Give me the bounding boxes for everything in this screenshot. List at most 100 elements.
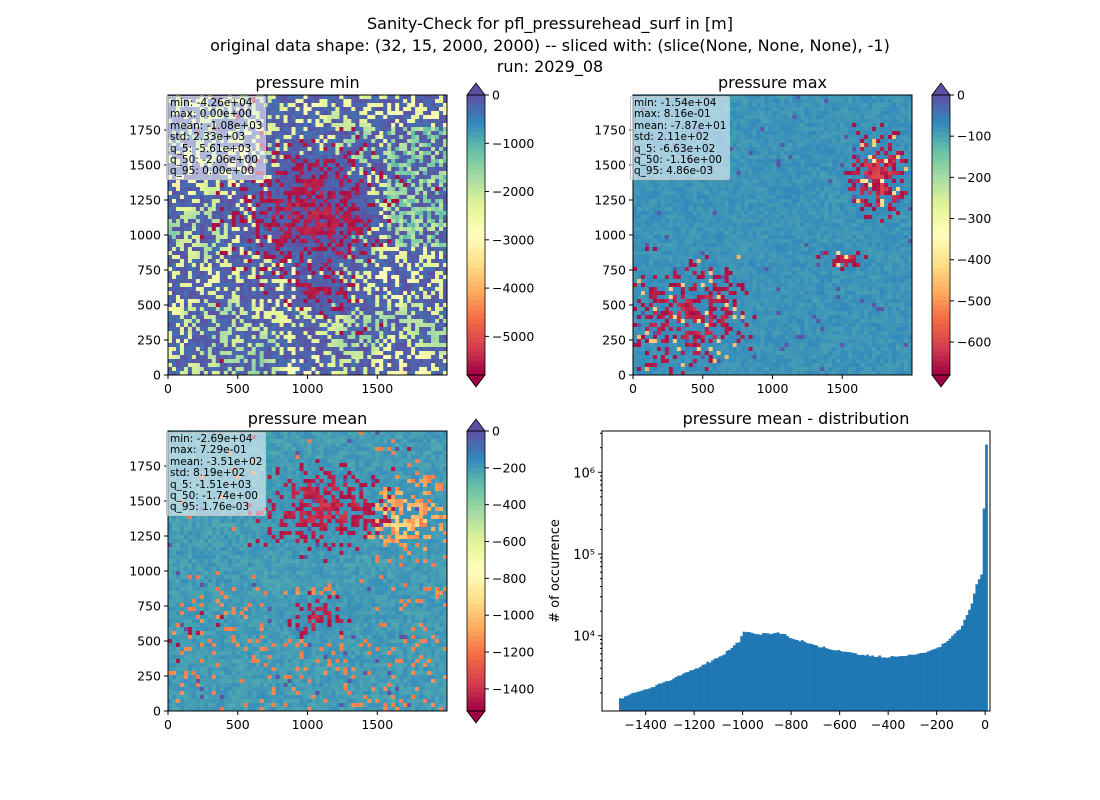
heatmap-cell [235,299,241,304]
heatmap-cell [439,223,444,228]
heatmap-cell [407,227,412,232]
heatmap-cell [287,343,292,348]
heatmap-cell [415,199,420,204]
heatmap-cell [407,359,412,364]
heatmap-cell [391,171,396,176]
heatmap-cell [219,359,225,364]
heatmap-cell [427,251,432,256]
heatmap-cell [267,123,272,128]
heatmap-cell [383,359,388,364]
heatmap-cell [263,219,268,224]
heatmap-cell [379,227,384,232]
heatmap-cell [203,315,209,320]
heatmap-cell [407,95,412,100]
heatmap-cell [339,275,344,280]
heatmap-cell [323,251,328,256]
heatmap-cell [187,183,193,188]
heatmap-cell [367,179,372,184]
heatmap-cell [235,335,241,340]
heatmap-cell [331,283,336,288]
heatmap-cell [275,247,280,252]
heatmap-cell [179,371,185,376]
heatmap-cell [199,315,205,320]
heatmap-cell [331,191,336,196]
heatmap-cell [415,359,420,364]
heatmap-cell [423,203,428,208]
heatmap-cell [419,363,424,368]
heatmap-cell [435,127,440,132]
heatmap-cell [343,367,348,372]
heatmap-cell [375,179,380,184]
heatmap-cell [231,207,237,212]
heatmap-cell [383,219,388,224]
heatmap-cell [415,147,420,152]
heatmap-cell [431,351,436,356]
heatmap-cell [187,295,193,300]
heatmap-cell [395,239,400,244]
heatmap-cell [411,171,416,176]
heatmap-cell [303,339,308,344]
heatmap-cell [215,303,221,308]
heatmap-cell [183,243,189,248]
heatmap-cell [351,127,356,132]
heatmap-cell [343,343,348,348]
heatmap-cell [435,347,440,352]
heatmap-cell [291,287,296,292]
heatmap-cell [168,275,173,280]
heatmap-cell [263,303,268,308]
heatmap-cell [431,127,436,132]
heatmap-cell [399,259,404,264]
heatmap-cell [399,175,404,180]
heatmap-cell [275,127,280,132]
heatmap-cell [271,283,276,288]
heatmap-cell [431,207,436,212]
heatmap-cell [371,243,376,248]
heatmap-cell [227,239,233,244]
heatmap-cell [299,303,304,308]
heatmap-cell [183,315,189,320]
heatmap-cell [419,267,424,272]
heatmap-cell [183,287,189,292]
heatmap-cell [168,319,173,324]
heatmap-cell [395,119,400,124]
heatmap-cell [327,187,332,192]
heatmap-cell [387,207,392,212]
heatmap-cell [411,195,416,200]
heatmap-cell [407,147,412,152]
heatmap-cell [243,267,249,272]
heatmap-cell [195,275,201,280]
heatmap-cell [431,315,436,320]
heatmap-cell [207,279,213,284]
heatmap-cell [303,351,308,356]
colorbar-segment [467,109,485,115]
heatmap-cell [327,115,332,120]
heatmap-cell [351,239,356,244]
heatmap-cell [411,303,416,308]
heatmap-cell [255,347,261,352]
heatmap-cell [419,203,424,208]
heatmap-cell [415,347,420,352]
heatmap-cell [263,191,268,196]
heatmap-cell [283,195,288,200]
heatmap-cell [215,219,221,224]
heatmap-cell [247,263,253,268]
heatmap-cell [347,359,352,364]
heatmap-cell [347,191,352,196]
heatmap-cell [435,247,440,252]
heatmap-cell [427,275,432,280]
heatmap-cell [351,335,356,340]
heatmap-cell [287,143,292,148]
heatmap-cell [439,139,444,144]
heatmap-cell [415,251,420,256]
heatmap-cell [347,127,352,132]
heatmap-cell [367,211,372,216]
heatmap-cell [367,307,372,312]
heatmap-cell [211,351,217,356]
heatmap-cell [435,335,440,340]
heatmap-cell [275,315,280,320]
heatmap-cell [267,119,272,124]
heatmap-cell [275,291,280,296]
heatmap-cell [247,183,253,188]
heatmap-cell [307,367,312,372]
heatmap-cell [367,95,372,100]
